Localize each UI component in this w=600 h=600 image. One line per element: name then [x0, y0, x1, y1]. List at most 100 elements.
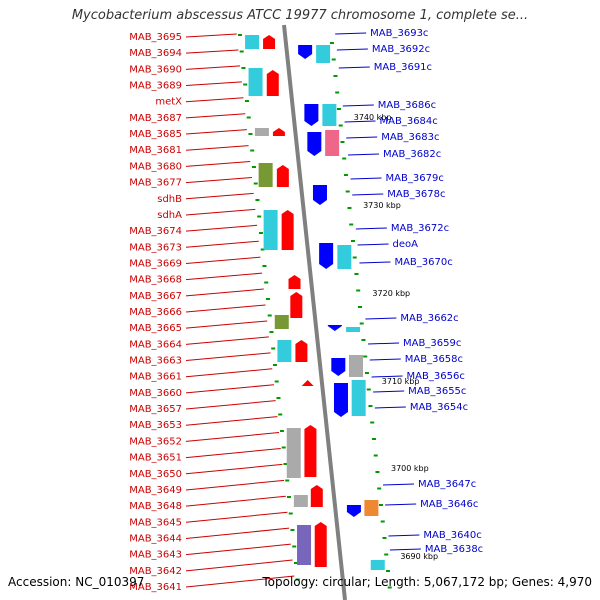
left-gene-label: MAB_3645 [129, 517, 182, 528]
leader-line [369, 358, 401, 361]
left-gene-label: sdhB [157, 194, 182, 205]
right-gene-label: MAB_3684c [380, 116, 438, 127]
leader-line [185, 463, 283, 475]
reverse-gene-arrow [319, 243, 334, 269]
right-gene-label: MAB_3672c [391, 223, 449, 234]
leader-line [365, 317, 397, 320]
leader-line [185, 97, 244, 103]
left-gene-label: MAB_3664 [129, 339, 182, 350]
tick-mark [382, 537, 387, 539]
left-gene-label: MAB_3666 [129, 307, 182, 318]
leader-line [373, 390, 405, 393]
right-gene-label: deoA [393, 239, 419, 250]
gene-box [254, 128, 269, 136]
left-gene-label: MAB_3663 [129, 356, 182, 367]
left-gene-label: MAB_3677 [129, 178, 182, 189]
forward-gene-arrow [304, 425, 317, 477]
leader-line [389, 548, 421, 551]
gene-box [263, 210, 278, 250]
reverse-gene-arrow [298, 45, 313, 59]
leader-line [185, 81, 242, 87]
leader-line [185, 176, 253, 184]
tick-mark [347, 207, 352, 209]
tick-mark [251, 166, 256, 168]
tick-mark [269, 331, 274, 333]
left-gene-label: MAB_3690 [129, 64, 182, 75]
tick-mark [349, 223, 354, 226]
right-gene-label: MAB_3682c [383, 149, 441, 160]
gene-box [370, 560, 385, 570]
left-gene-label: MAB_3680 [129, 161, 182, 172]
reverse-gene-arrow [331, 358, 346, 376]
reverse-gene-arrow [307, 132, 322, 156]
reverse-gene-arrow [312, 185, 327, 205]
forward-gene-arrow [301, 380, 314, 386]
leader-line [185, 304, 266, 313]
leader-line [359, 261, 391, 264]
leader-line [357, 243, 389, 246]
leader-line [185, 543, 291, 556]
leader-line [185, 192, 254, 200]
leader-line [185, 479, 285, 491]
right-gene-label: MAB_3638c [425, 544, 483, 555]
kbp-mark-label: 3740 kbp [354, 113, 392, 122]
tick-mark [384, 553, 389, 556]
tick-mark [343, 174, 348, 176]
gene-box [325, 130, 340, 156]
leader-line [350, 177, 382, 180]
leader-line [344, 120, 376, 123]
tick-mark [375, 471, 380, 473]
tick-mark [354, 273, 359, 275]
tick-mark [241, 67, 246, 69]
tick-mark [278, 413, 283, 416]
leader-line [185, 33, 237, 38]
tick-mark [329, 42, 334, 44]
left-gene-label: MAB_3648 [129, 501, 182, 512]
right-gene-label: MAB_3662c [400, 313, 458, 324]
left-gene-label: MAB_3641 [129, 582, 182, 593]
backbone-line [282, 24, 347, 600]
right-gene-label: MAB_3670c [394, 257, 452, 268]
tick-mark [243, 83, 248, 86]
right-gene-label: MAB_3693c [370, 28, 428, 39]
tick-mark [257, 215, 262, 218]
forward-gene-arrow [276, 165, 289, 187]
accession-text: Accession: NC_010397 [8, 575, 145, 589]
forward-gene-arrow [314, 522, 327, 567]
tick-mark [246, 116, 251, 119]
leader-line [352, 193, 384, 196]
left-gene-label: MAB_3649 [129, 485, 182, 496]
tick-mark [276, 397, 281, 399]
forward-gene-arrow [272, 128, 285, 136]
left-gene-label: MAB_3689 [129, 81, 182, 92]
left-gene-label: sdhA [157, 210, 182, 221]
leader-line [342, 104, 374, 107]
leader-line [382, 483, 415, 486]
gene-box [248, 68, 263, 96]
forward-gene-arrow [310, 485, 323, 507]
leader-line [355, 227, 387, 230]
left-gene-label: MAB_3650 [129, 469, 182, 480]
kbp-mark-label: 3710 kbp [382, 377, 420, 386]
tick-mark [239, 50, 244, 53]
tick-mark [380, 520, 385, 523]
left-gene-label: MAB_3651 [129, 453, 182, 464]
tick-mark [262, 265, 267, 267]
leader-line [185, 416, 278, 426]
gene-box [351, 380, 366, 416]
left-gene-label: MAB_3669 [129, 258, 182, 269]
leader-line [185, 575, 295, 588]
leader-line [185, 208, 256, 216]
left-gene-label: MAB_3642 [129, 566, 182, 577]
leader-line [374, 406, 406, 409]
gene-box [349, 355, 364, 377]
kbp-mark-label: 3690 kbp [400, 552, 438, 561]
gene-box [293, 495, 308, 507]
right-gene-label: MAB_3647c [418, 479, 476, 490]
tick-mark [378, 504, 383, 506]
tick-mark [255, 199, 260, 201]
left-gene-label: MAB_3661 [129, 372, 182, 383]
right-gene-label: MAB_3686c [378, 100, 436, 111]
leader-line [335, 32, 367, 35]
